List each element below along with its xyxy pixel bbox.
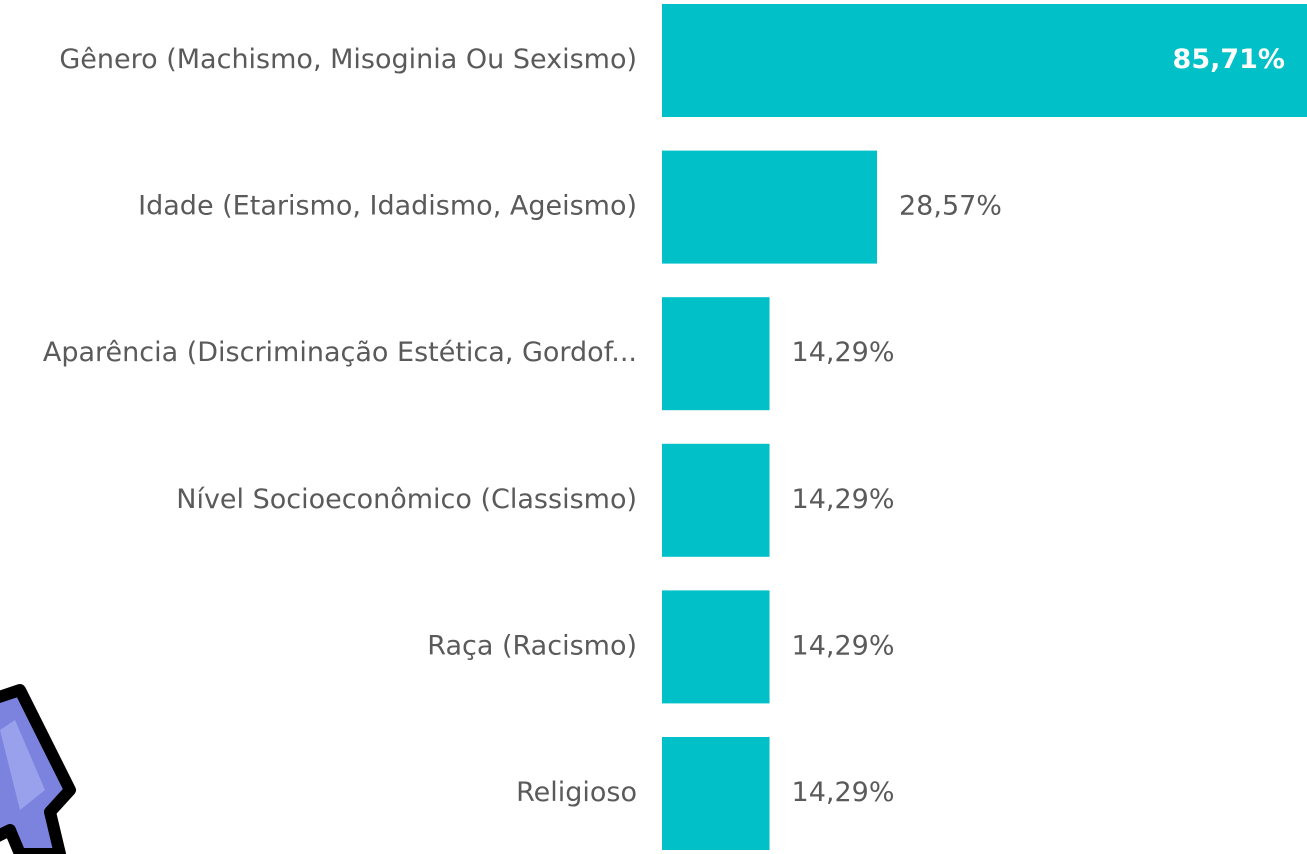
category-label: Religioso: [516, 777, 637, 808]
value-label: 14,29%: [792, 630, 895, 661]
value-label: 14,29%: [792, 484, 895, 515]
bar: [662, 443, 770, 557]
category-label: Nível Socioeconômico (Classismo): [176, 484, 637, 515]
value-label: 14,29%: [792, 337, 895, 368]
value-label: 28,57%: [899, 191, 1002, 222]
category-label: Aparência (Discriminação Estética, Gordo…: [43, 337, 637, 368]
bar: [662, 4, 1307, 117]
value-label: 85,71%: [1173, 44, 1285, 75]
decorative-icon: [0, 684, 76, 854]
category-label: Gênero (Machismo, Misoginia Ou Sexismo): [59, 44, 637, 75]
value-label: 14,29%: [792, 777, 895, 808]
category-label: Idade (Etarismo, Idadismo, Ageismo): [138, 191, 637, 222]
bar: [662, 590, 770, 704]
category-label: Raça (Racismo): [427, 630, 637, 661]
bar: [662, 737, 770, 850]
bar: [662, 150, 877, 264]
bar: [662, 297, 770, 411]
